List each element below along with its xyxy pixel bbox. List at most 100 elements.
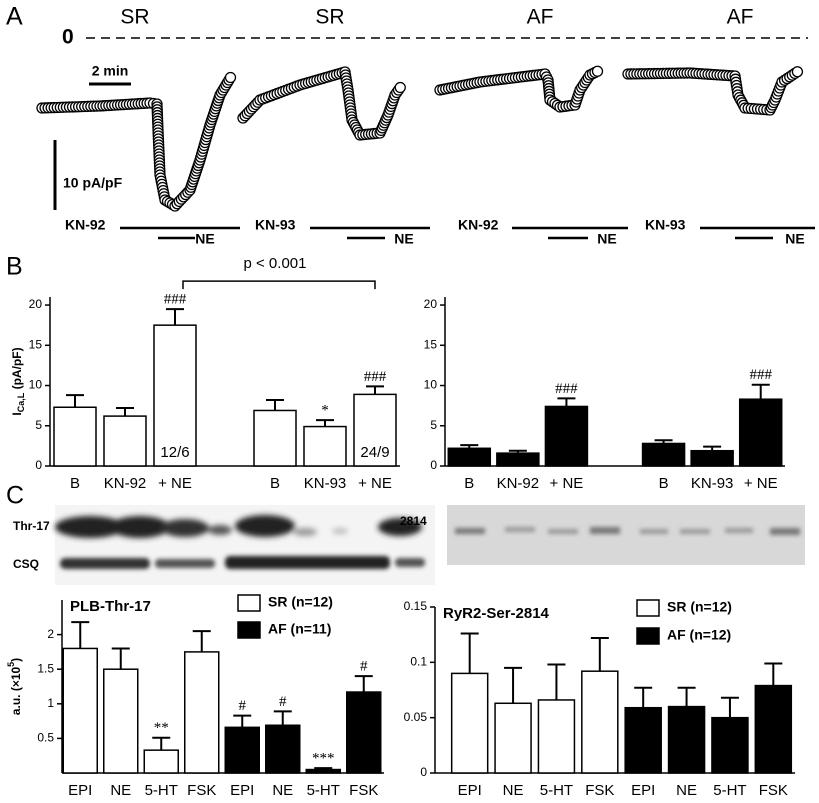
n-label: 12/6 — [160, 444, 189, 461]
y-axis-label: ICa,L (pA/pF) — [10, 347, 26, 415]
significance-mark: ** — [154, 720, 169, 736]
rhythm-label: AF — [527, 6, 554, 29]
n-label: 24/9 — [360, 444, 389, 461]
trace-point — [394, 81, 406, 94]
y-axis-label-sub: Ca,L — [16, 392, 26, 412]
x-tick-label: EPI — [68, 782, 92, 799]
y-axis-label-part: I — [10, 412, 24, 415]
bar — [711, 716, 749, 774]
y-tick-label: 0 — [420, 765, 427, 779]
rhythm-label: AF — [727, 6, 754, 29]
x-tick-label: KN-92 — [104, 475, 147, 492]
significance-mark: *** — [312, 751, 335, 767]
bar — [450, 672, 489, 774]
significance-mark: ### — [164, 292, 187, 308]
legend-swatch — [237, 621, 261, 639]
drug-label: KN-93 — [255, 217, 296, 233]
significance-mark: ### — [555, 381, 578, 397]
x-tick-label: B — [270, 475, 280, 492]
x-tick-label: KN-93 — [691, 475, 734, 492]
bar — [754, 684, 793, 774]
bar — [253, 409, 297, 467]
agonist-label: NE — [785, 231, 804, 247]
bar — [62, 647, 98, 774]
y-tick-label: 1 — [47, 696, 54, 710]
current-scale-label: 10 pA/pF — [63, 175, 123, 191]
y-axis-label-sup: 5 — [6, 662, 16, 667]
bar — [496, 452, 540, 467]
bracket — [182, 280, 376, 290]
y-tick-label: 5 — [430, 418, 437, 432]
legend-swatch — [636, 627, 660, 645]
legend-label: AF (n=12) — [667, 627, 731, 643]
bar — [153, 324, 197, 467]
x-tick-label: 5-HT — [145, 782, 178, 799]
zero-label: 0 — [62, 26, 74, 49]
blot-label: 2814 — [400, 514, 427, 528]
trace-point — [224, 71, 237, 84]
legend-label: SR (n=12) — [667, 599, 732, 615]
bar — [738, 398, 783, 467]
bar — [690, 449, 734, 467]
blot-label: Thr-17 — [13, 519, 50, 533]
bar — [641, 442, 686, 467]
x-tick-label: B — [70, 475, 80, 492]
significance-mark: ### — [749, 367, 772, 383]
bar — [265, 724, 301, 774]
time-scale-label: 2 min — [92, 63, 129, 79]
x-tick-label: NE — [503, 782, 524, 799]
bar — [53, 406, 97, 467]
n-label: 9/6 — [556, 444, 577, 461]
y-tick-label: 15 — [424, 337, 438, 351]
y-tick-label: 2 — [47, 627, 54, 641]
bar — [103, 668, 139, 774]
x-tick-label: EPI — [458, 782, 482, 799]
y-axis-label-part: (pA/pF) — [10, 347, 24, 392]
x-tick-label: + NE — [358, 475, 392, 492]
western-blot: Thr-17 CSQ 2814 — [13, 505, 805, 585]
y-axis-label-part: a.u. (×10 — [9, 667, 23, 716]
n-label: 23/13 — [742, 444, 780, 461]
agonist-label: NE — [597, 231, 616, 247]
x-tick-label: 5-HT — [307, 782, 340, 799]
bar — [305, 768, 341, 774]
y-tick-label: 15 — [29, 337, 43, 351]
drug-label: KN-92 — [65, 217, 106, 233]
trace-point — [591, 65, 604, 77]
x-tick-label: NE — [272, 782, 293, 799]
y-tick-label: 0 — [35, 458, 42, 472]
drug-label: KN-93 — [645, 217, 686, 233]
x-tick-label: + NE — [550, 475, 584, 492]
agonist-label: NE — [394, 231, 413, 247]
agonist-label: NE — [195, 231, 214, 247]
significance-mark: # — [279, 694, 287, 710]
blot-background — [55, 505, 435, 585]
panel-letter: A — [6, 3, 23, 31]
bar — [667, 705, 706, 774]
blot-background — [447, 505, 805, 565]
legend-label: AF (n=11) — [268, 621, 331, 637]
y-tick-label: 0.15 — [404, 599, 428, 613]
y-tick-label: 20 — [29, 297, 43, 311]
x-tick-label: B — [464, 475, 474, 492]
x-tick-label: 5-HT — [540, 782, 573, 799]
bar — [624, 706, 662, 774]
x-tick-label: FSK — [349, 782, 378, 799]
chart-title: PLB-Thr-17 — [70, 598, 151, 615]
y-axis-label: a.u. (×105) — [6, 658, 23, 715]
bracket-label: p < 0.001 — [244, 255, 307, 272]
blot-label: CSQ — [13, 557, 39, 571]
bar — [303, 425, 347, 467]
bar — [353, 393, 397, 467]
y-tick-label: 5 — [35, 418, 42, 432]
significance-mark: # — [360, 659, 368, 675]
x-tick-label: + NE — [744, 475, 778, 492]
bar — [224, 726, 260, 774]
y-tick-label: 20 — [424, 297, 438, 311]
x-tick-label: EPI — [230, 782, 254, 799]
bar — [494, 702, 532, 774]
y-tick-label: 1.5 — [37, 661, 54, 675]
y-tick-label: 0 — [430, 458, 437, 472]
x-tick-label: FSK — [759, 782, 788, 799]
